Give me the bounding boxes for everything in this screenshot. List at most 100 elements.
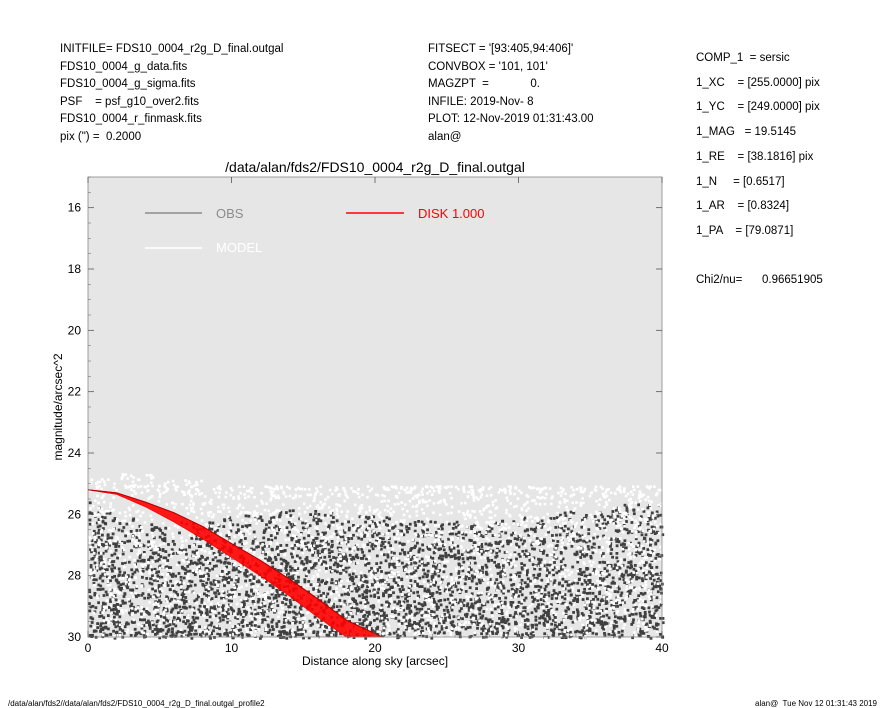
- obs-point: [197, 594, 200, 598]
- obs-point: [621, 542, 625, 546]
- obs-point: [341, 535, 345, 539]
- obs-point: [507, 622, 511, 626]
- obs-point: [312, 538, 316, 542]
- obs-point: [611, 510, 615, 513]
- obs-point: [523, 619, 527, 622]
- obs-point: [257, 545, 260, 549]
- obs-point: [260, 605, 264, 608]
- model-point: [630, 579, 634, 583]
- model-point: [140, 491, 144, 494]
- obs-point: [626, 531, 630, 535]
- model-point: [645, 604, 648, 607]
- param-line: 1_RE = [38.1816] pix: [696, 150, 814, 163]
- obs-point: [198, 633, 202, 636]
- obs-point: [533, 577, 537, 580]
- model-point: [348, 568, 352, 572]
- model-point: [340, 533, 343, 536]
- obs-point: [374, 522, 378, 526]
- obs-point: [653, 605, 656, 609]
- obs-point: [445, 626, 448, 629]
- obs-point: [555, 625, 559, 628]
- obs-point: [238, 540, 242, 544]
- model-point: [620, 515, 624, 518]
- obs-point: [172, 622, 175, 626]
- obs-point: [340, 559, 344, 562]
- obs-point: [274, 596, 278, 599]
- model-point: [400, 593, 404, 597]
- obs-point: [365, 595, 369, 599]
- obs-point: [466, 555, 470, 559]
- obs-point: [193, 551, 197, 555]
- model-point: [437, 529, 440, 533]
- obs-point: [543, 588, 547, 592]
- obs-point: [99, 584, 103, 588]
- obs-point: [236, 577, 240, 581]
- model-point: [279, 547, 283, 550]
- obs-point: [575, 608, 579, 612]
- obs-point: [384, 571, 388, 575]
- obs-point: [554, 620, 557, 624]
- obs-point: [500, 620, 504, 624]
- obs-point: [93, 548, 97, 552]
- obs-point: [604, 621, 607, 625]
- model-point: [294, 522, 297, 525]
- obs-point: [575, 593, 578, 597]
- obs-point: [191, 615, 195, 619]
- obs-point: [245, 633, 249, 636]
- obs-point: [337, 608, 341, 612]
- model-point: [192, 554, 195, 558]
- obs-point: [620, 629, 624, 633]
- model-point: [154, 548, 157, 551]
- obs-point: [468, 538, 472, 542]
- obs-point: [388, 588, 391, 592]
- obs-point: [655, 572, 659, 576]
- obs-point: [287, 572, 290, 576]
- model-point: [645, 576, 649, 579]
- model-point: [166, 480, 170, 484]
- model-point: [199, 571, 203, 575]
- model-point: [381, 632, 385, 636]
- obs-point: [119, 588, 123, 592]
- model-point: [570, 633, 573, 636]
- obs-point: [153, 567, 157, 571]
- obs-point: [637, 633, 640, 637]
- obs-point: [323, 561, 327, 565]
- model-point: [536, 516, 539, 520]
- obs-point: [452, 625, 456, 629]
- obs-point: [158, 636, 162, 640]
- obs-point: [643, 610, 647, 614]
- obs-point: [108, 511, 112, 515]
- obs-point: [606, 585, 610, 588]
- obs-point: [547, 591, 551, 595]
- obs-point: [323, 555, 327, 559]
- obs-point: [219, 560, 223, 564]
- obs-point: [260, 609, 264, 612]
- obs-point: [92, 557, 95, 560]
- obs-point: [267, 526, 271, 530]
- obs-point: [633, 586, 636, 590]
- model-point: [451, 606, 454, 609]
- obs-point: [477, 545, 480, 549]
- obs-point: [303, 580, 307, 584]
- obs-point: [602, 577, 605, 581]
- obs-point: [533, 590, 536, 594]
- obs-point: [572, 511, 576, 515]
- obs-point: [245, 590, 249, 594]
- obs-point: [371, 534, 374, 537]
- obs-point: [366, 601, 370, 605]
- obs-point: [585, 574, 589, 578]
- model-point: [493, 533, 497, 537]
- model-point: [564, 492, 567, 496]
- model-point: [430, 534, 433, 537]
- obs-point: [334, 630, 338, 633]
- obs-point: [596, 606, 600, 610]
- model-point: [439, 531, 443, 534]
- model-point: [544, 486, 548, 490]
- model-point: [327, 506, 331, 509]
- obs-point: [461, 617, 464, 621]
- model-point: [228, 510, 231, 513]
- obs-point: [543, 624, 547, 627]
- obs-point: [581, 518, 584, 522]
- obs-point: [98, 567, 102, 571]
- obs-point: [101, 551, 105, 555]
